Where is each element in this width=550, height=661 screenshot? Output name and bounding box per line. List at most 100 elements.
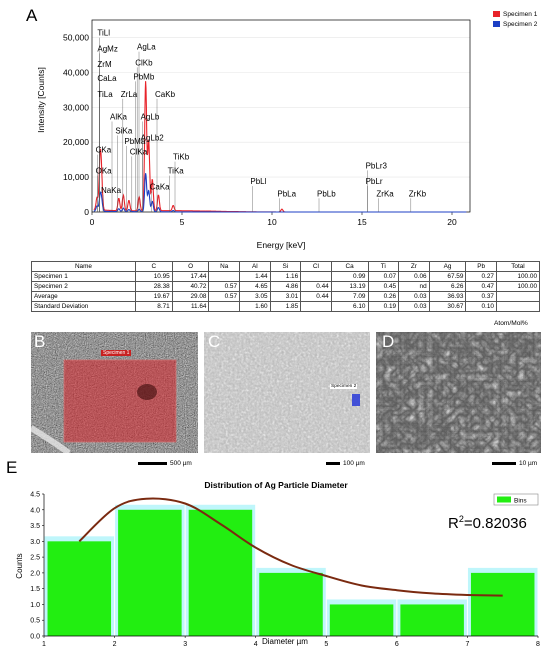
histogram-bar [470,572,535,636]
peak-label: NaKa [101,186,122,195]
histogram-y-label: Counts [15,553,24,578]
micrograph-d-texture [376,332,541,453]
histogram-bar [47,541,112,636]
table-cell: 0.10 [465,301,497,312]
histogram-y-tick-label: 0.0 [30,634,40,641]
table-cell: 36.93 [428,291,467,302]
spectrum-y-label: Intensity [Counts] [36,67,46,133]
panel-label-b: B [34,332,46,351]
table-header-cell: Ag [428,261,467,272]
table-cell [495,301,541,312]
table-cell: 3.05 [239,291,271,302]
histogram-legend-box [493,493,539,506]
table-cell: 0.44 [300,281,332,292]
legend-label-bins: Bins [514,498,527,505]
peak-label: ZrKa [376,189,394,198]
table-cell: 3.01 [269,291,302,302]
spectrum-y-tick-label: 30,000 [63,102,89,112]
spectrum-y-tick-label: 20,000 [63,137,89,147]
peak-label: ClKa [130,147,148,156]
table-cell: 1.60 [239,301,271,312]
scale-bar-d [492,462,516,465]
table-header-cell: Si [269,261,302,272]
table-cell: 0.06 [398,271,430,282]
legend-label-specimen-2: Specimen 2 [503,21,538,28]
histogram-x-tick-label: 3 [183,641,187,648]
table-cell: 6.10 [330,301,369,312]
peak-label: ZrKb [409,189,427,198]
table-cell: 0.47 [465,281,497,292]
table-row: Specimen 2 28.38 40.72 0.57 4.65 4.86 0.44 13.1… [31,281,541,292]
table-cell: nd [398,281,430,292]
histogram-y-tick-label: 1.0 [30,602,40,609]
legend-label-specimen-1: Specimen 1 [503,11,538,18]
specimen-2-label: Specimen 2 [330,384,358,389]
table-cell: 0.57 [208,291,241,302]
histogram-y-tick-label: 2.5 [30,555,40,562]
spectrum-y-tick-label: 50,000 [63,32,89,42]
table-header-cell: Cl [300,261,332,272]
spectrum-x-tick-label: 15 [357,217,367,227]
table-cell: 0.45 [367,281,400,292]
table-cell: 67.59 [428,271,467,282]
peak-label: ZrM [97,60,112,69]
histogram-y-tick-label: 3.5 [30,523,40,530]
table-cell: 100.00 [495,271,541,282]
histogram-y-tick-label: 3.0 [30,539,40,546]
table-cell: 0.57 [208,281,241,292]
peak-label: PbMa [124,137,145,146]
peak-label: PbMb [133,72,154,81]
peak-label: SiKa [115,126,132,135]
r-squared-annotation: R2=0.82036 [448,514,527,532]
table-cell: 0.44 [300,291,332,302]
histogram-y-tick-label: 2.0 [30,570,40,577]
table-row: Specimen 1 10.95 17.44 1.44 1.16 0.99 0.07 0.06… [31,271,541,282]
panel-label-d: D [382,332,395,351]
table-cell: 6.26 [428,281,467,292]
table-header-row: Name C O Na Al Si Cl Ca Ti Zr Ag Pb Total [31,261,541,272]
particle-histogram-chart: Distribution of Ag Particle Diameter 0.0… [15,480,540,648]
table-cell [208,271,241,282]
peak-label: TiKa [168,167,185,176]
peak-label: ZrLa [121,90,138,99]
table-cell [300,271,332,282]
histogram-x-tick-label: 1 [42,641,46,648]
spectrum-y-tick-label: 10,000 [63,172,89,182]
histogram-y-tick-label: 1.5 [30,586,40,593]
micrograph-c-texture [204,332,370,453]
histogram-bar [400,604,464,636]
table-cell: 0.07 [367,271,400,282]
legend-swatch-bins [497,496,511,503]
histogram-y-tick-label: 0.5 [30,618,40,625]
peak-label: TiLl [97,29,110,38]
table-header-cell: Pb [465,261,497,272]
spectrum-x-tick-label: 20 [447,217,457,227]
histogram-bar [259,572,323,636]
histogram-y-tick-label: 4.0 [30,507,40,514]
composition-table: Name C O Na Al Si Cl Ca Ti Zr Ag Pb Total Specimen 1… [31,261,541,312]
table-header-cell: Ti [367,261,400,272]
histogram-bar [118,509,182,636]
histogram-title: Distribution of Ag Particle Diameter [204,480,348,490]
table-row-name: Specimen 1 [31,271,136,282]
table-cell [300,301,332,312]
table-cell: 4.65 [239,281,271,292]
table-header-cell: O [171,261,210,272]
panel-label-c: C [208,332,221,351]
table-cell: 0.27 [465,271,497,282]
peak-label: AgMz [97,44,117,53]
table-cell: 0.03 [398,301,430,312]
scale-label-b: 500 µm [170,460,192,467]
table-cell: 7.09 [330,291,369,302]
table-row: Average 19.67 29.08 0.57 3.05 3.01 0.44 7.09 0.2… [31,291,541,302]
peak-label: OKa [96,167,113,176]
table-cell: 0.03 [398,291,430,302]
table-header-cell: C [134,261,173,272]
table-cell: 11.64 [171,301,210,312]
table-cell: 100.00 [495,281,541,292]
table-row: Standard Deviation 8.71 11.64 1.60 1.85 6.10 0… [31,301,541,312]
scale-bar-b [138,462,167,465]
table-cell: 0.99 [330,271,369,282]
table-cell: 0.26 [367,291,400,302]
table-cell: 1.85 [269,301,302,312]
